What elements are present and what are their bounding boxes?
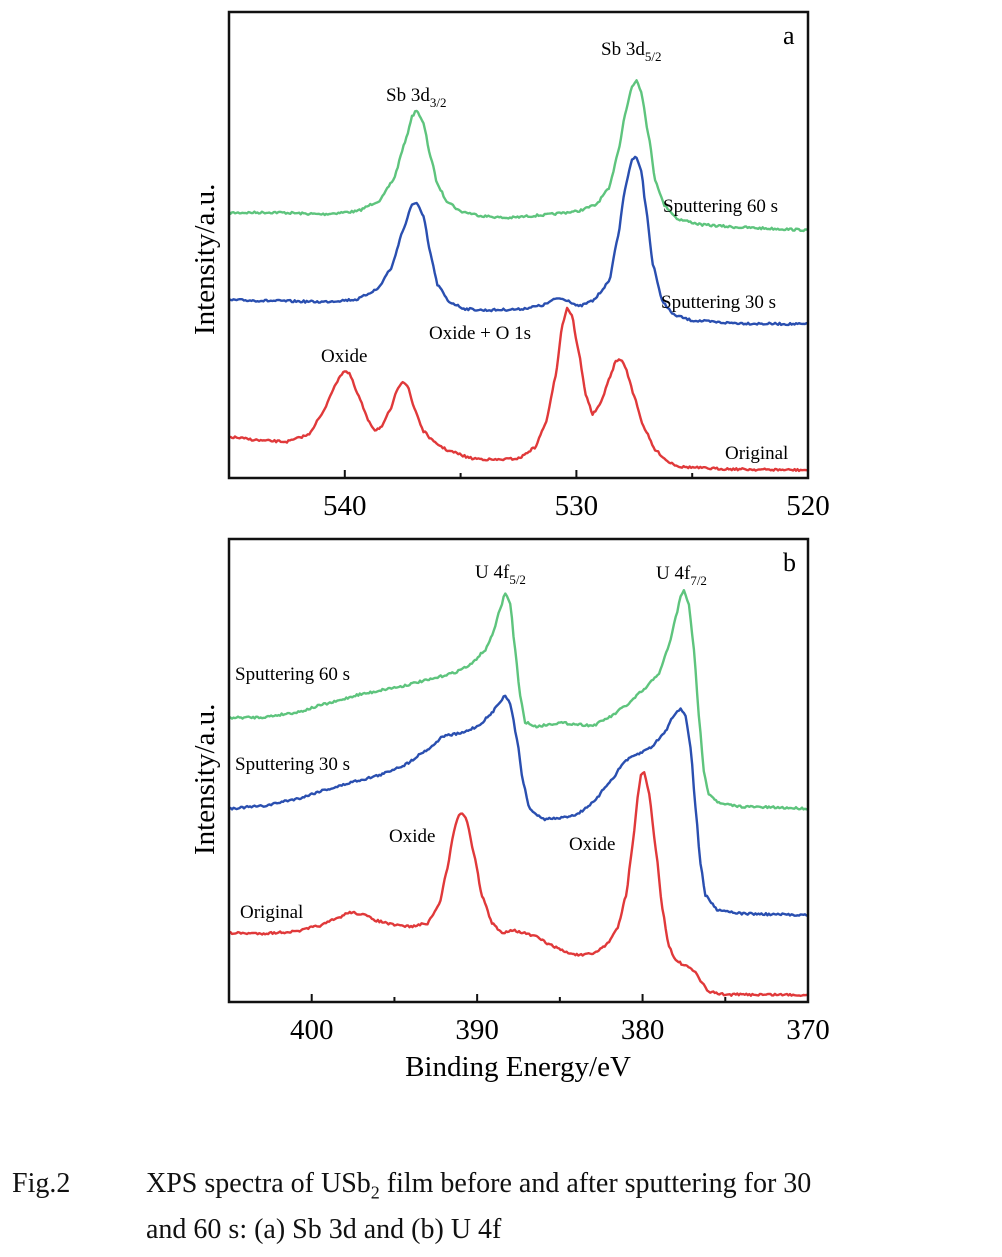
series-line-original xyxy=(228,306,809,473)
annotation-sb3d32: Sb 3d3/2 xyxy=(386,85,446,110)
label-sputtering-30s-b: Sputtering 30 s xyxy=(235,754,350,775)
annotation-sb3d52: Sb 3d5/2 xyxy=(601,39,661,64)
caption-label: Fig.2 xyxy=(12,1168,71,1199)
panel-a-frame xyxy=(227,10,810,480)
annotation-oxide-o1s: Oxide + O 1s xyxy=(429,323,531,344)
annotation-oxide-b1: Oxide xyxy=(389,826,435,847)
panel-b-frame xyxy=(227,537,810,1004)
annotation-oxide-a: Oxide xyxy=(321,346,367,367)
series-line-sputtering-60-s xyxy=(228,589,809,811)
panel-b-ticks: 400 390 380 370 xyxy=(290,994,830,1046)
annotation-oxide-b2: Oxide xyxy=(569,834,615,855)
annotation-u4f52: U 4f5/2 xyxy=(475,562,526,587)
label-sputtering-60s-a: Sputtering 60 s xyxy=(663,196,778,217)
caption-text-pre: XPS spectra of USb xyxy=(146,1168,371,1199)
x-tick-label: 390 xyxy=(455,1014,499,1046)
x-tick-label: 540 xyxy=(323,490,367,522)
caption-subscript: 2 xyxy=(370,1182,380,1203)
label-original-a: Original xyxy=(725,443,788,464)
panel-a-ylabel: Intensity/a.u. xyxy=(189,184,221,335)
label-original-b: Original xyxy=(240,902,303,923)
panel-a-letter: a xyxy=(783,21,795,50)
series-line-sputtering-30-s xyxy=(228,155,809,327)
panel-b-series xyxy=(228,589,809,998)
panel-b-u4f: 400 390 380 370 b U 4f5/2 U 4f7/2 Oxide Oxi… xyxy=(189,537,830,1083)
caption-text-post: film before and after sputtering for 30 xyxy=(379,1168,812,1199)
x-tick-label: 370 xyxy=(786,1014,830,1046)
series-line-original xyxy=(228,771,809,998)
panel-b-letter: b xyxy=(783,548,796,577)
label-sputtering-30s-a: Sputtering 30 s xyxy=(661,292,776,313)
panel-b-ylabel: Intensity/a.u. xyxy=(189,704,221,855)
panel-a-sb3d: 540 530 520 a Sb 3d3/2 Sb 3d5/2 Oxide Oxid… xyxy=(189,10,830,522)
x-tick-label: 400 xyxy=(290,1014,334,1046)
series-line-sputtering-60-s xyxy=(228,79,809,233)
panel-a-ticks: 540 530 520 xyxy=(323,470,830,522)
x-tick-label: 530 xyxy=(555,490,599,522)
figure-caption-line2: and 60 s: (a) Sb 3d and (b) U 4f xyxy=(146,1214,502,1245)
x-tick-label: 520 xyxy=(786,490,830,522)
panel-a-series xyxy=(228,79,809,473)
x-tick-label: 380 xyxy=(621,1014,665,1046)
panel-b-xlabel: Binding Energy/eV xyxy=(405,1051,631,1083)
figure-caption-line1: Fig.2 XPS spectra of USb2 film before and… xyxy=(12,1162,811,1215)
label-sputtering-60s-b: Sputtering 60 s xyxy=(235,664,350,685)
annotation-u4f72: U 4f7/2 xyxy=(656,563,707,588)
series-line-sputtering-30-s xyxy=(229,694,809,917)
